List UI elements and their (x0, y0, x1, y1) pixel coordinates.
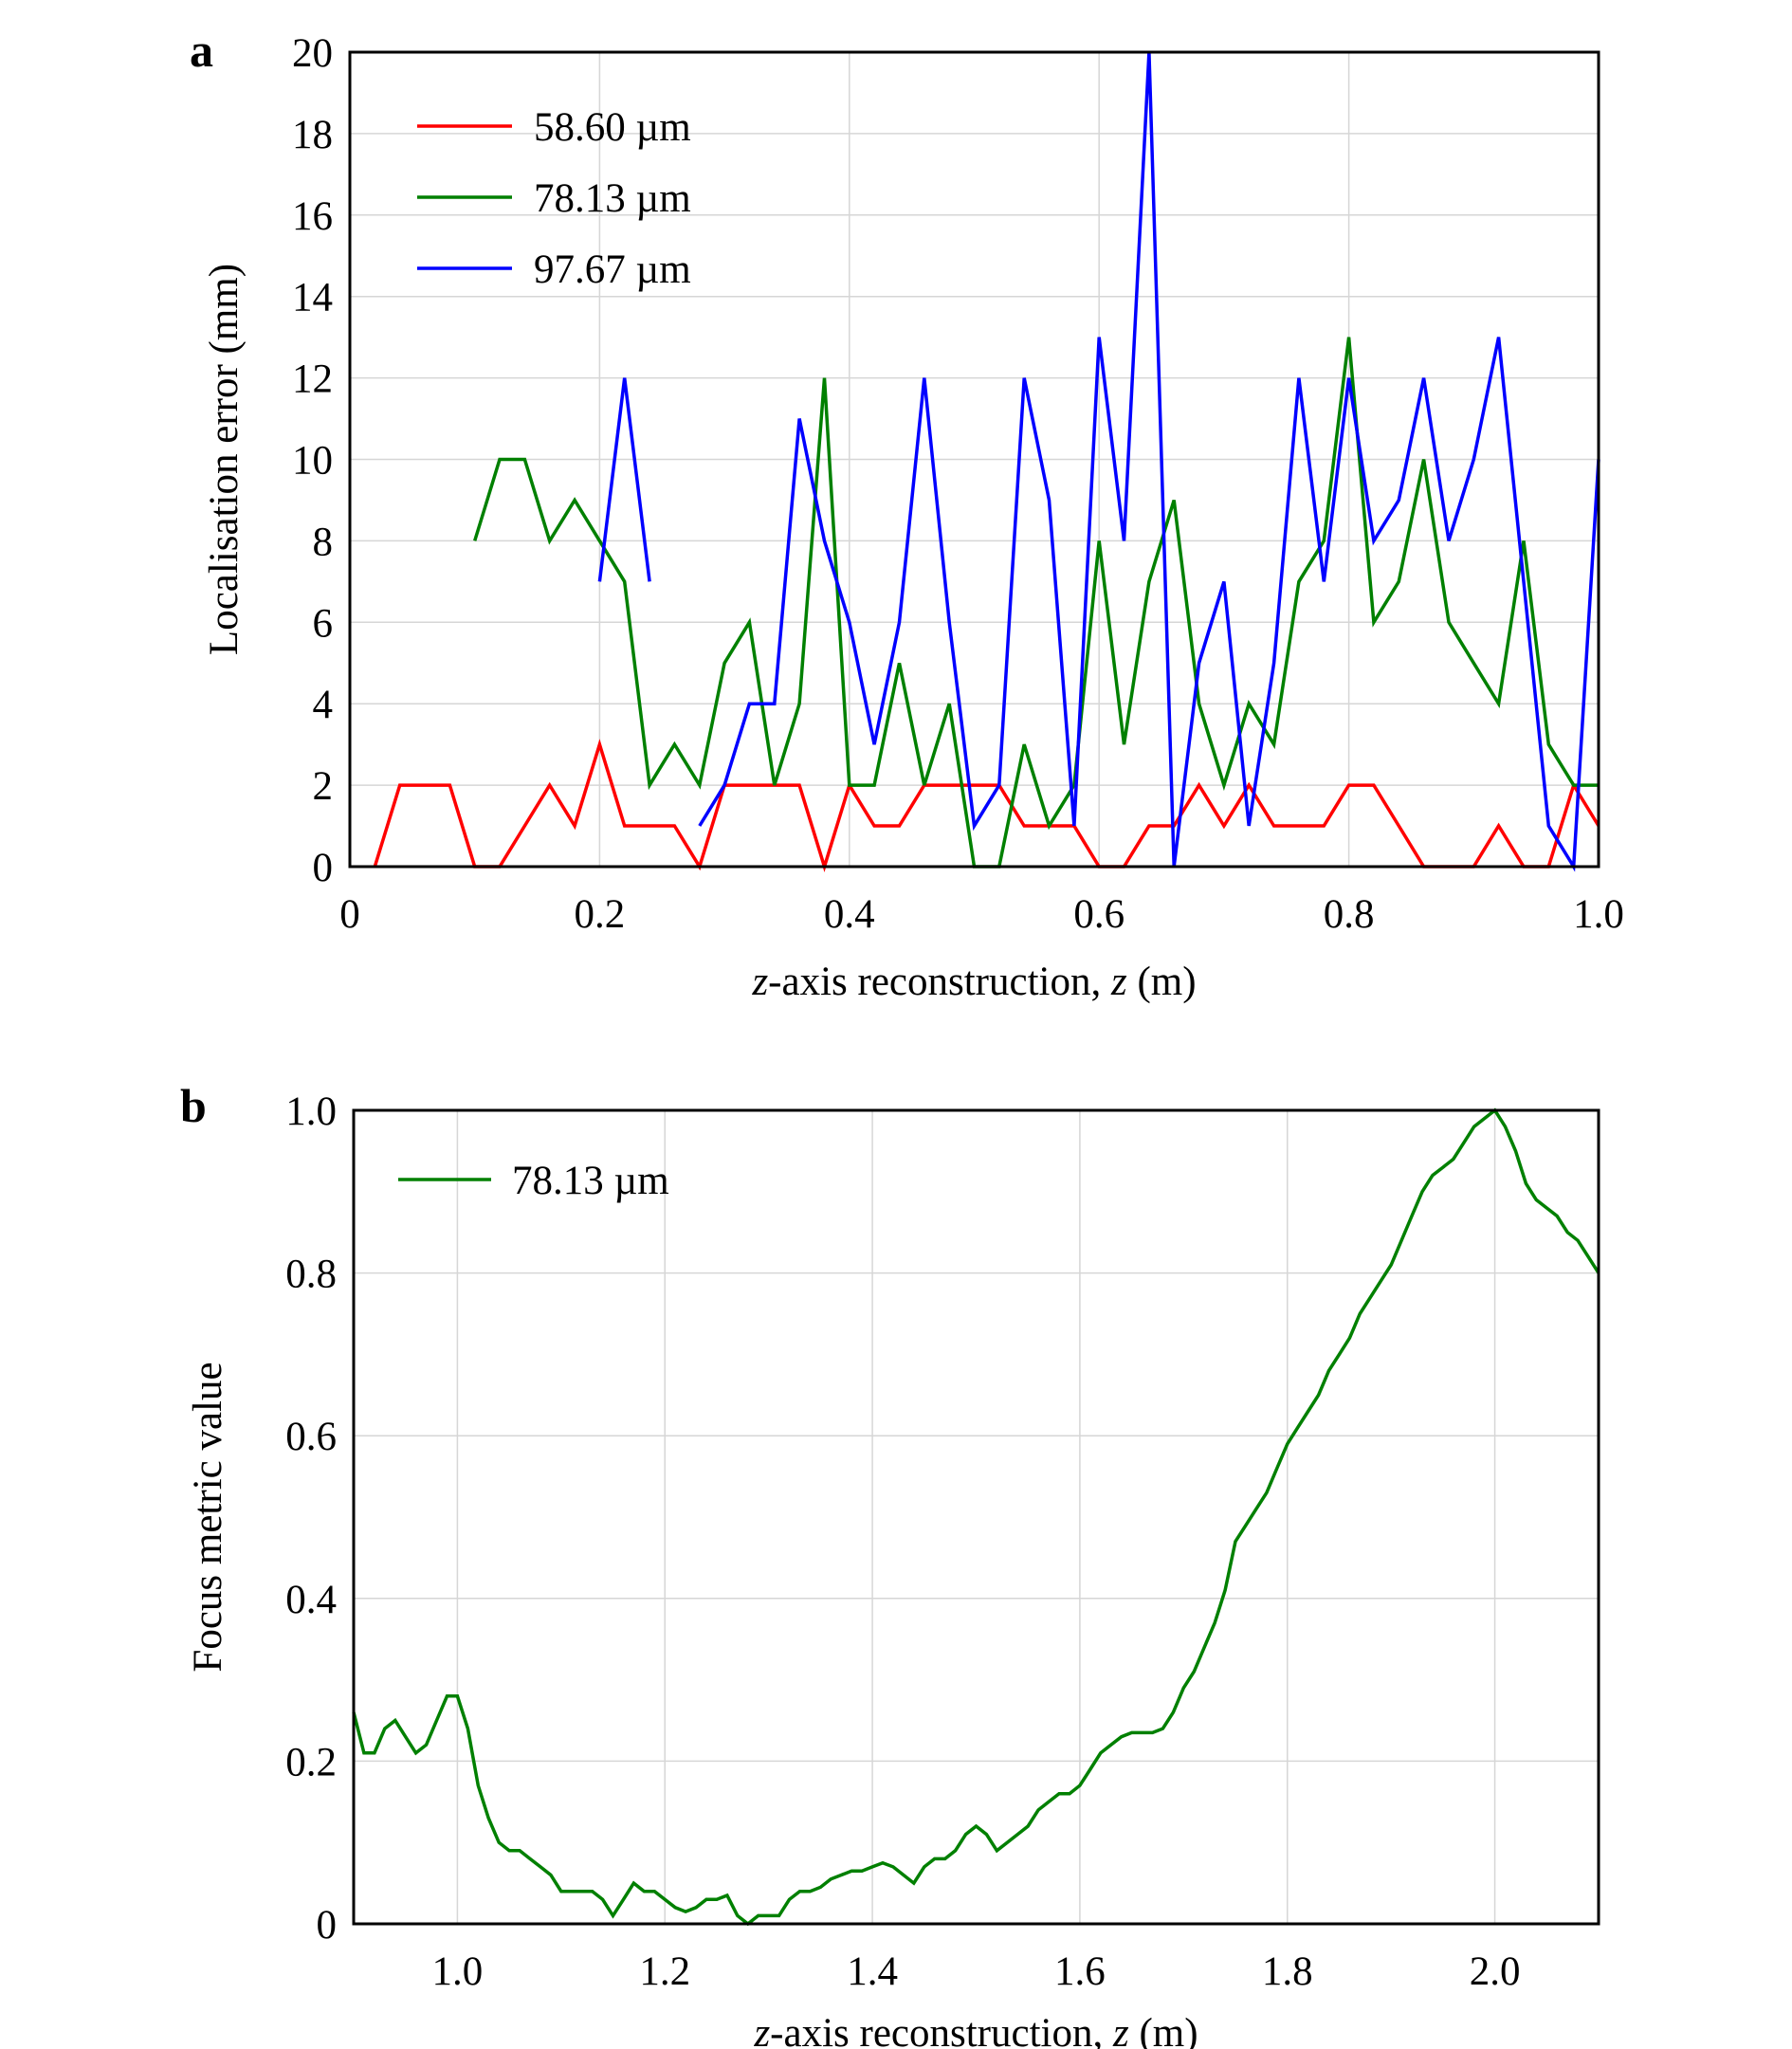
y-tick-label: 0.4 (285, 1578, 337, 1622)
y-tick-label: 2 (313, 764, 334, 809)
x-tick-label: 1.0 (1573, 892, 1624, 937)
y-tick-label: 0.8 (285, 1253, 337, 1297)
x-tick-label: 0 (339, 892, 360, 937)
y-tick-label: 0.2 (285, 1740, 337, 1784)
plot-frame (348, 50, 1600, 869)
plot-frame (352, 1108, 1600, 1926)
y-tick-label: 4 (313, 683, 334, 727)
y-tick-label: 1.0 (285, 1089, 337, 1134)
y-tick-label: 6 (313, 601, 334, 646)
y-tick-label: 0 (317, 1903, 338, 1948)
x-axis-title: z-axis reconstruction, z (m) (751, 960, 1196, 1004)
series-line-a-1 (473, 337, 1599, 869)
y-tick-label: 12 (292, 357, 333, 402)
x-tick-label: 1.8 (1262, 1949, 1313, 1994)
x-tick-label: 0.8 (1324, 892, 1375, 937)
x-tick-label: 1.2 (639, 1949, 690, 1994)
y-tick-label: 16 (292, 194, 333, 239)
x-tick-label: 2.0 (1470, 1949, 1521, 1994)
x-tick-label: 1.0 (432, 1949, 484, 1994)
x-tick-label: 0.2 (575, 892, 626, 937)
y-tick-label: 18 (292, 113, 333, 157)
y-tick-label: 14 (292, 276, 333, 320)
y-tick-label: 8 (313, 520, 334, 564)
series-line-b-0 (352, 1107, 1600, 1927)
y-tick-label: 10 (292, 439, 333, 484)
legend-label: 78.13 µm (512, 1159, 669, 1203)
y-tick-label: 20 (292, 31, 333, 76)
x-axis-title: z-axis reconstruction, z (m) (753, 2011, 1198, 2049)
x-tick-label: 0.6 (1073, 892, 1125, 937)
x-tick-label: 1.4 (847, 1949, 898, 1994)
legend-label: 58.60 µm (534, 105, 691, 150)
panel-letter: b (180, 1079, 207, 1132)
y-tick-label: 0.6 (285, 1415, 337, 1459)
panel-b: 1.0 1.2 1.4 1.6 1.8 2.0 0 0.2 0.4 0.6 0.8 1.0 b Focus… (180, 1079, 1600, 2049)
y-axis-title: Focus metric value (186, 1362, 230, 1672)
panel-a: 0 0.2 0.4 0.6 0.8 1.0 0 2 4 6 8 10 12 14 16 18 20 a Locali… (190, 24, 1624, 1004)
y-axis-title: Localisation error (mm) (202, 264, 247, 655)
legend-label: 78.13 µm (534, 176, 691, 221)
series-line-a-0 (373, 739, 1600, 872)
panel-letter: a (190, 24, 213, 77)
series-line-a-2-seg0 (597, 377, 651, 582)
legend-label: 97.67 µm (534, 247, 691, 292)
x-tick-label: 0.4 (824, 892, 875, 937)
y-tick-label: 0 (313, 846, 334, 890)
x-tick-label: 1.6 (1054, 1949, 1106, 1994)
